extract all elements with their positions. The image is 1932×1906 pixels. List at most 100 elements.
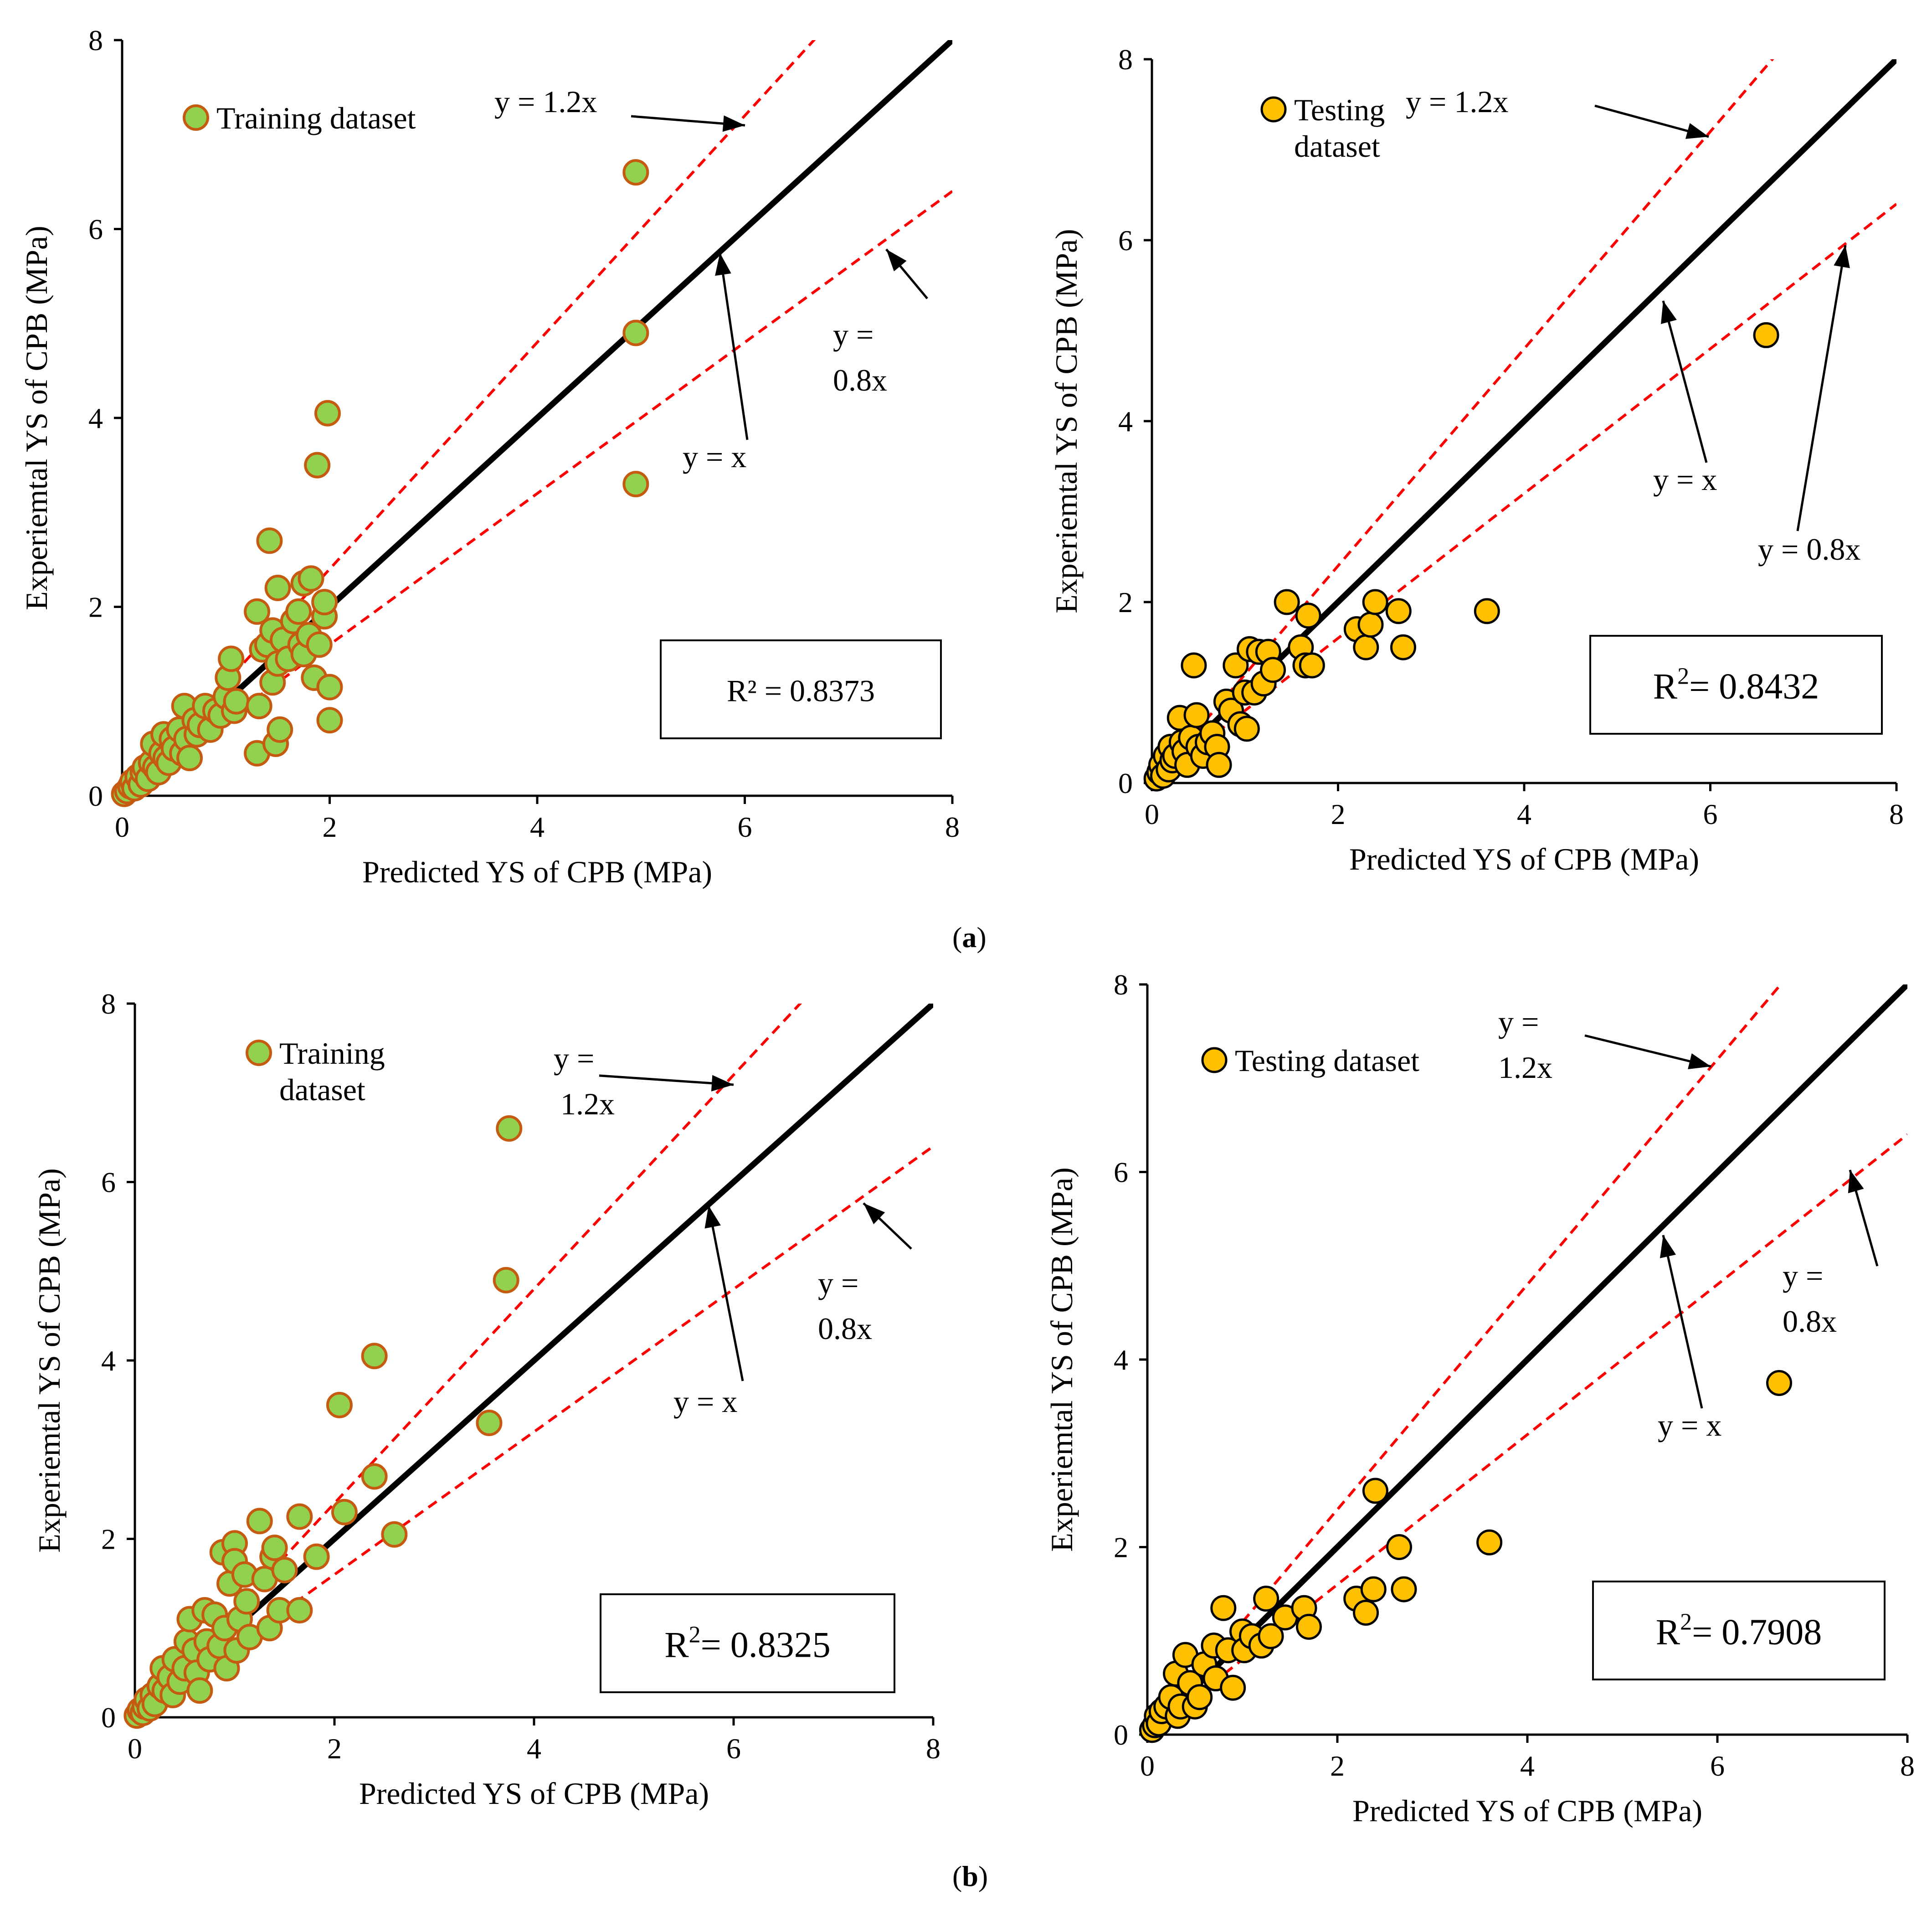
r2-label: R² = 0.8373 [727, 674, 875, 708]
y-tick-label: 8 [101, 988, 116, 1020]
data-point [1360, 1576, 1387, 1602]
x-tick-label: 8 [945, 811, 960, 843]
y-tick-label: 6 [1114, 1156, 1128, 1189]
legend-label-line1: Training [279, 1036, 385, 1071]
x-tick-label: 6 [726, 1732, 741, 1765]
upper-line-label-1: y = [554, 1041, 594, 1076]
lower-line-arrow-head [1848, 1170, 1864, 1194]
r2-box [600, 1593, 895, 1693]
legend-label-line2: dataset [1294, 129, 1380, 164]
data-point [233, 1588, 260, 1615]
data-point [271, 1557, 298, 1584]
y-axis-title: Experiemtal YS of CPB (MPa) [19, 226, 54, 610]
x-tick-label: 2 [327, 1732, 342, 1765]
upper-line-arrow-shaft [599, 1074, 734, 1086]
r2-prefix: R [1656, 1612, 1680, 1653]
y-tick-label: 0 [88, 780, 103, 812]
chart-b-testing: 0 2 4 6 8 0 2 4 6 8 Predicted YS of CPB (MPa) Exper… [1044, 968, 1915, 1828]
data-point [1386, 1534, 1413, 1560]
ideal-line-label: y = x [1653, 462, 1717, 497]
data-point [244, 598, 271, 625]
ideal-line-arrow-head [1660, 1235, 1676, 1258]
y-tick-label: 0 [1114, 1719, 1128, 1751]
data-point [298, 565, 324, 592]
data-point [1181, 652, 1207, 679]
data-point [1357, 612, 1384, 638]
data-point [256, 527, 283, 554]
data-point [1299, 652, 1325, 679]
r2-superscript: 2 [1680, 1609, 1692, 1635]
data-point [218, 645, 245, 672]
data-point [1766, 1370, 1793, 1396]
data-point [1260, 657, 1286, 683]
r2-label: R2= 0.8325 [664, 1622, 830, 1665]
ideal-line [1147, 984, 1907, 1735]
legend-marker [246, 1040, 272, 1066]
chart-a-training: 0 2 4 6 8 0 2 4 6 8 Predicted YS of CPB (MPa) Exper… [19, 24, 960, 889]
y-tick-label: 8 [88, 24, 103, 57]
data-point [186, 1677, 213, 1704]
data-point [261, 1535, 288, 1561]
data-point [1220, 1674, 1246, 1701]
legend-label: Testing dataset [1235, 1043, 1419, 1078]
data-points [123, 1115, 523, 1729]
data-point [361, 1463, 388, 1490]
data-point [303, 1543, 330, 1570]
r2-superscript: 2 [1677, 664, 1689, 690]
x-tick-label: 8 [1889, 798, 1904, 830]
legend-marker [1201, 1047, 1228, 1073]
y-tick-label: 4 [88, 402, 103, 434]
r2-label: R2= 0.7908 [1656, 1609, 1822, 1653]
lower-line-label-2: 0.8x [833, 363, 887, 397]
lower-line-label-1: y = [818, 1266, 858, 1300]
ideal-line-arrow-head [704, 1205, 721, 1229]
ideal-line-arrow-shaft [1662, 1235, 1703, 1409]
data-point [1206, 752, 1232, 778]
legend-label-line2: dataset [279, 1072, 365, 1107]
ideal-line-arrow-shaft [719, 252, 749, 440]
data-point [1385, 598, 1412, 624]
upper-line-arrow-head [711, 1075, 734, 1092]
y-tick-label: 2 [1114, 1531, 1128, 1564]
data-point [622, 319, 649, 346]
data-point [246, 1508, 273, 1535]
data-point [622, 471, 649, 498]
reference-lines [1147, 984, 1907, 1735]
x-tick-label: 8 [926, 1732, 940, 1765]
x-axis-title: Predicted YS of CPB (MPa) [359, 1776, 709, 1811]
data-point [476, 1410, 503, 1437]
data-point [496, 1115, 523, 1142]
data-point [493, 1267, 519, 1293]
data-point [1183, 702, 1210, 728]
x-tick-label: 4 [1517, 798, 1531, 830]
upper-line-label: y = 1.2x [1406, 84, 1508, 119]
x-tick-label: 6 [1703, 798, 1718, 830]
y-tick-label: 2 [1118, 586, 1133, 618]
upper-line-label-1: y = [1498, 1005, 1539, 1039]
upper-bound-line [135, 1004, 802, 1717]
lower-line-arrow-head [886, 249, 907, 272]
y-tick-label: 8 [1118, 43, 1133, 76]
x-axis-title: Predicted YS of CPB (MPa) [362, 855, 712, 889]
upper-line-arrow-head [722, 115, 745, 132]
r2-value: = 0.8325 [701, 1625, 831, 1665]
data-points [111, 159, 649, 807]
data-point [1295, 603, 1321, 629]
legend-marker [1260, 96, 1287, 123]
data-point [1753, 322, 1779, 348]
data-point [1362, 1478, 1388, 1504]
data-point [267, 716, 293, 743]
lower-line-label-2: 0.8x [818, 1311, 872, 1346]
data-point [1476, 1529, 1503, 1556]
data-point [1210, 1595, 1237, 1621]
data-point [1362, 589, 1388, 615]
data-point [264, 575, 291, 602]
ideal-line-arrow-head [715, 253, 731, 276]
upper-line-arrow-head [1688, 1053, 1711, 1070]
reference-lines [135, 1004, 933, 1717]
r2-box [1589, 635, 1883, 735]
chart-b-training: 0 2 4 6 8 0 2 4 6 8 Predicted YS of CPB (MPa) Exper… [32, 988, 940, 1811]
r2-box [660, 639, 942, 739]
lower-bound-line [1147, 1133, 1907, 1735]
